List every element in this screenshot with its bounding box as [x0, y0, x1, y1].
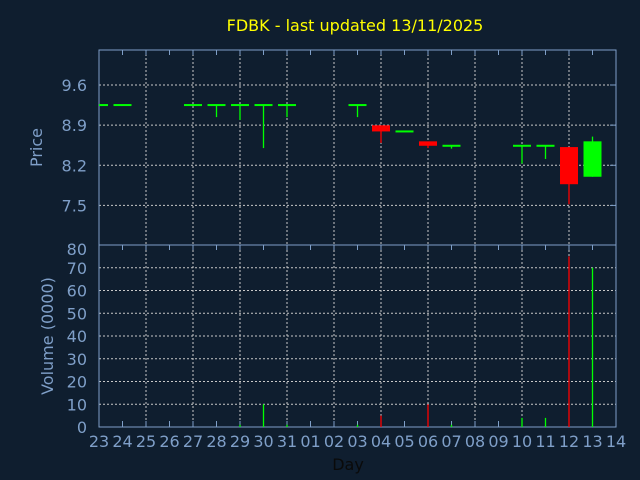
x-tick-label: 24: [112, 432, 132, 451]
candle-body: [254, 104, 273, 107]
x-tick-label: 02: [324, 432, 344, 451]
candle-body: [442, 144, 461, 147]
x-tick-label: 25: [136, 432, 156, 451]
candle-body: [583, 141, 602, 177]
chart-title: FDBK - last updated 13/11/2025: [227, 16, 484, 35]
price-tick-label: 9.6: [62, 76, 87, 95]
candle-body: [419, 141, 437, 146]
x-tick-label: 26: [159, 432, 179, 451]
volume-tick-label: 80: [67, 240, 87, 259]
x-tick-label: 08: [465, 432, 485, 451]
candle-body: [184, 104, 202, 107]
candle-body: [99, 104, 108, 107]
candles: [99, 104, 602, 205]
volume-tick-label: 60: [67, 282, 87, 301]
candle-body: [560, 147, 578, 185]
candle-body: [278, 104, 296, 107]
candle-body: [348, 104, 367, 107]
x-tick-label: 09: [488, 432, 508, 451]
x-tick-label: 13: [582, 432, 602, 451]
x-tick-label: 29: [230, 432, 250, 451]
x-tick-label: 28: [206, 432, 226, 451]
volume-axis-label: Volume (0000): [38, 277, 57, 395]
x-tick-label: 11: [535, 432, 555, 451]
volume-tick-label: 40: [67, 327, 87, 346]
x-tick-label: 23: [89, 432, 109, 451]
candle-body: [372, 125, 390, 132]
x-tick-label: 14: [606, 432, 626, 451]
volume-tick-label: 50: [67, 304, 87, 323]
volume-tick-label: 10: [67, 395, 87, 414]
candle-body: [395, 130, 414, 133]
volume-tick-label: 70: [67, 259, 87, 278]
price-tick-label: 8.9: [62, 116, 87, 135]
x-tick-label: 07: [441, 432, 461, 451]
x-tick-label: 31: [277, 432, 297, 451]
x-tick-label: 10: [512, 432, 532, 451]
x-tick-label: 12: [559, 432, 579, 451]
candle-body: [231, 104, 249, 107]
x-tick-label: 27: [183, 432, 203, 451]
x-tick-label: 06: [418, 432, 438, 451]
candle-body: [113, 104, 132, 107]
x-tick-label: 05: [394, 432, 414, 451]
x-tick-label: 01: [300, 432, 320, 451]
price-tick-label: 8.2: [62, 156, 87, 175]
x-tick-label: 03: [347, 432, 367, 451]
volume-tick-label: 20: [67, 373, 87, 392]
candle-body: [207, 104, 226, 107]
price-axis-label: Price: [27, 128, 46, 167]
x-tick-label: 30: [253, 432, 273, 451]
volume-tick-label: 30: [67, 350, 87, 369]
x-tick-label: 04: [371, 432, 391, 451]
volume-tick-label: 0: [77, 418, 87, 437]
candle-body: [513, 144, 531, 147]
price-tick-label: 7.5: [62, 196, 87, 215]
x-axis-label: Day: [332, 455, 364, 474]
candle-body: [536, 144, 555, 147]
